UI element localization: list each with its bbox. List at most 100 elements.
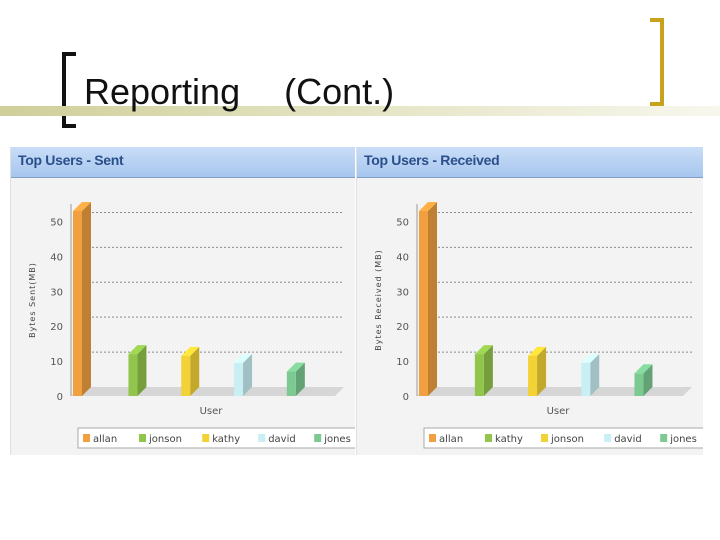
bar-top xyxy=(634,364,653,374)
legend-item-jones: jones xyxy=(660,434,697,445)
y-tick-label: 10 xyxy=(50,357,63,368)
legend-item-david: david xyxy=(604,434,642,445)
bar-front xyxy=(528,355,538,396)
legend-swatch xyxy=(314,434,322,442)
bar-side xyxy=(243,353,253,396)
bar-front xyxy=(634,373,644,396)
bar-top xyxy=(73,201,91,211)
y-tick-label: 20 xyxy=(50,322,63,333)
bar-front xyxy=(581,362,591,396)
legend-label: jones xyxy=(323,434,351,445)
bar-front xyxy=(128,354,138,396)
y-tick-label: 50 xyxy=(50,217,63,228)
legend-item-david: david xyxy=(258,434,296,445)
chart-header-sent: Top Users - Sent xyxy=(11,147,355,178)
bar-jones xyxy=(634,364,653,396)
legend-swatch xyxy=(541,434,548,442)
bar-top xyxy=(474,345,493,355)
legend-swatch xyxy=(604,434,612,442)
legend-label: kathy xyxy=(495,434,523,445)
chart-panel-sent: Top Users - Sent 0 10 20 30 40 50 Bytes Sent(M… xyxy=(10,147,355,455)
bar-front xyxy=(234,362,244,396)
legend-swatch xyxy=(139,434,146,442)
bar-top xyxy=(581,353,600,363)
bar-front xyxy=(73,210,82,396)
bar-side xyxy=(190,346,200,396)
bar-front xyxy=(181,355,191,396)
legend-item-allan: allan xyxy=(83,434,117,445)
legend-swatch xyxy=(660,434,668,442)
y-tick-label: 20 xyxy=(396,322,409,333)
legend-box xyxy=(423,427,703,449)
legend-swatch xyxy=(485,434,492,442)
bar-chart-received: 0 10 20 30 40 50 Bytes Received (MB) User allan k… xyxy=(374,195,703,449)
bar-top xyxy=(128,345,147,355)
bar-top xyxy=(419,201,437,211)
bar-top xyxy=(528,346,547,356)
legend-label: jonson xyxy=(148,434,182,445)
bar-kathy xyxy=(181,346,200,396)
y-tick-label: 40 xyxy=(396,252,409,263)
legend-item-kathy: kathy xyxy=(485,434,523,445)
bar-side xyxy=(643,364,653,396)
legend-label: allan xyxy=(439,434,463,445)
y-tick-label: 50 xyxy=(396,217,409,228)
chart-back-wall xyxy=(426,195,692,387)
slide-title-cont: (Cont.) xyxy=(284,71,395,112)
y-tick-label: 10 xyxy=(396,357,409,368)
bar-allan xyxy=(73,201,91,396)
bar-side xyxy=(137,345,147,396)
bar-top xyxy=(181,346,200,356)
bar-allan xyxy=(419,201,437,396)
chart-back-wall xyxy=(80,195,344,387)
y-axis-label: Bytes Sent(MB) xyxy=(28,262,37,338)
bar-kathy xyxy=(474,345,493,396)
y-tick-label: 30 xyxy=(396,287,409,298)
legend-label: david xyxy=(268,434,296,445)
title-bracket-left xyxy=(62,52,76,128)
legend-label: jones xyxy=(669,434,697,445)
bar-front xyxy=(474,354,484,396)
legend-item-jonson: jonson xyxy=(541,434,584,445)
y-axis-label: Bytes Received (MB) xyxy=(374,249,383,351)
bar-front xyxy=(419,210,428,396)
legend-label: jonson xyxy=(550,434,584,445)
y-tick-label: 40 xyxy=(50,252,63,263)
legend-box xyxy=(77,427,355,449)
bar-side xyxy=(295,362,305,396)
legend-swatch xyxy=(258,434,266,442)
bar-side xyxy=(428,201,437,396)
legend-label: kathy xyxy=(212,434,240,445)
bar-chart-sent: 0 10 20 30 40 50 Bytes Sent(MB) User allan jonson… xyxy=(28,195,355,449)
bar-jonson xyxy=(528,346,547,396)
bar-david xyxy=(234,353,253,396)
legend-label: allan xyxy=(93,434,117,445)
bar-jonson xyxy=(128,345,147,396)
bar-side xyxy=(82,201,91,396)
legend-item-jonson: jonson xyxy=(139,434,182,445)
legend-swatch xyxy=(83,434,90,442)
legend-item-allan: allan xyxy=(429,434,463,445)
bar-side xyxy=(537,346,547,396)
bar-front xyxy=(286,371,296,396)
legend-swatch xyxy=(202,434,210,442)
slide-title-main: Reporting xyxy=(84,71,241,112)
bar-jones xyxy=(286,362,305,396)
slide-title: Reporting (Cont.) xyxy=(84,72,394,112)
y-tick-label: 0 xyxy=(403,392,409,403)
y-tick-label: 0 xyxy=(57,392,63,403)
title-underline-bar xyxy=(0,106,720,116)
legend-item-jones: jones xyxy=(314,434,351,445)
bar-side xyxy=(590,353,600,396)
chart-header-received: Top Users - Received xyxy=(357,147,703,178)
legend-swatch xyxy=(429,434,436,442)
x-axis-label: User xyxy=(547,406,571,417)
chart-title-received: Top Users - Received xyxy=(364,152,500,168)
bar-david xyxy=(581,353,600,396)
x-axis-label: User xyxy=(200,406,224,417)
y-tick-label: 30 xyxy=(50,287,63,298)
bar-top xyxy=(234,353,253,363)
bar-top xyxy=(286,362,305,372)
title-bracket-right xyxy=(650,18,664,106)
bar-side xyxy=(483,345,493,396)
